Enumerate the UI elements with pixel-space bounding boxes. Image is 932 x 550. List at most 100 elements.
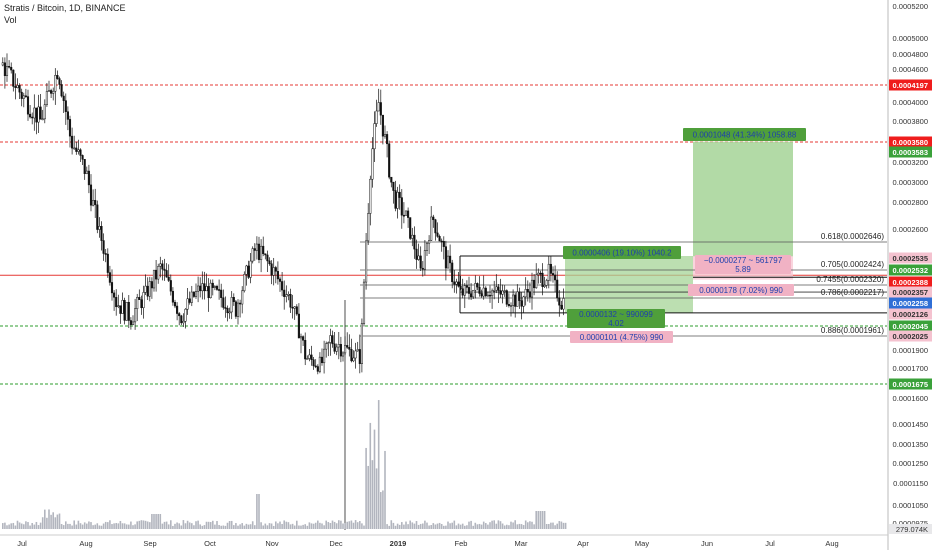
candle-body	[180, 315, 183, 324]
candle-body	[3, 62, 6, 77]
volume-bar	[354, 520, 357, 529]
volume-bar	[415, 521, 418, 529]
time-tick: Aug	[79, 539, 92, 548]
price-badge-label: 0.0002535	[893, 254, 928, 263]
volume-bar	[16, 520, 19, 529]
volume-bar	[493, 520, 495, 529]
candle-body	[486, 294, 489, 297]
candle-body	[75, 147, 78, 152]
candle-body	[209, 282, 212, 299]
volume-bar	[333, 521, 336, 529]
volume-bar	[363, 525, 365, 529]
volume-bar	[258, 494, 260, 529]
volume-bar	[149, 522, 151, 529]
volume-bar	[529, 521, 531, 529]
candle-body	[302, 336, 305, 341]
candle-body	[411, 234, 414, 239]
volume-bar	[65, 521, 67, 529]
time-tick: Jul	[765, 539, 775, 548]
volume-bar	[73, 520, 75, 529]
volume-bar	[111, 524, 113, 529]
candle-body	[337, 344, 340, 348]
candle-body	[432, 216, 435, 221]
volume-bar	[142, 520, 145, 529]
volume-bar	[558, 521, 561, 529]
volume-bar	[405, 521, 407, 529]
volume-bar	[50, 514, 52, 529]
volume-bar	[522, 525, 525, 529]
candle-body	[386, 134, 389, 145]
volume-bar	[491, 520, 493, 529]
volume-bar	[132, 525, 134, 529]
volume-bar	[235, 523, 237, 529]
candle-body	[194, 290, 198, 297]
candle-body	[104, 253, 107, 255]
candle-body	[234, 301, 237, 317]
volume-bar	[220, 525, 222, 529]
volume-bar	[35, 521, 38, 529]
volume-bar	[180, 525, 183, 529]
candle-body	[266, 254, 269, 262]
price-badge	[889, 308, 932, 320]
volume-bar	[518, 523, 521, 529]
candle-body	[79, 149, 82, 156]
volume-bar	[556, 523, 558, 529]
candle-body	[421, 267, 424, 270]
time-axis: Jul Aug Sep Oct Nov Dec 2019 Feb Mar Apr May Jun Jul…	[0, 534, 888, 548]
volume-bar	[44, 509, 46, 529]
candle-body	[436, 232, 439, 237]
candle-body	[560, 304, 563, 310]
volume-bar	[304, 524, 306, 529]
price-tick: 0.0001900	[893, 346, 928, 355]
volume-bar	[342, 523, 344, 529]
price-tick: 0.0002600	[893, 225, 928, 234]
candle-body	[150, 281, 153, 289]
candle-body	[333, 343, 336, 352]
candle-body	[558, 297, 561, 306]
price-tick: 0.0001600	[893, 394, 928, 403]
candle-body	[173, 301, 177, 307]
volume-bar	[319, 522, 321, 529]
volume-bar	[128, 524, 130, 529]
candle-body	[115, 297, 118, 308]
candle-body	[77, 149, 80, 152]
candle-body	[157, 266, 160, 280]
volume-bar	[407, 524, 409, 529]
volume-bar	[308, 522, 311, 529]
candle-body	[182, 320, 185, 324]
candle-body	[165, 270, 168, 278]
candle-body	[215, 286, 219, 290]
candle-body	[446, 255, 450, 269]
candle-body	[310, 354, 313, 360]
price-badge-label: 0.0004197	[893, 81, 928, 90]
time-tick: May	[635, 539, 649, 548]
candle-body	[213, 286, 216, 288]
volume-bar	[293, 525, 296, 529]
volume-bar	[102, 523, 105, 529]
volume-bar	[279, 521, 281, 529]
volume-bars	[2, 400, 567, 529]
candle-body	[89, 184, 93, 206]
price-badge	[889, 146, 932, 158]
price-tick: 0.0005000	[893, 34, 928, 43]
candle-body	[8, 66, 11, 68]
volume-bar	[172, 525, 174, 529]
candle-body	[18, 85, 21, 93]
volume-bar	[140, 520, 143, 529]
volume-bar	[545, 523, 548, 529]
volume-bar	[396, 523, 399, 529]
volume-bar	[455, 525, 458, 529]
volume-bar	[92, 525, 94, 529]
volume-bar	[361, 523, 363, 529]
volume-bar	[430, 525, 432, 529]
volume-bar	[94, 524, 96, 529]
volume-bar	[340, 520, 342, 529]
candle-body	[37, 106, 40, 123]
candle-body	[52, 90, 55, 94]
candle-body	[155, 269, 158, 280]
candle-body	[480, 293, 483, 297]
time-tick: Oct	[204, 539, 217, 548]
candle-body	[367, 213, 370, 242]
price-axis: 0.0005200 0.0005000 0.0004800 0.0004600 0.00…	[887, 0, 932, 550]
